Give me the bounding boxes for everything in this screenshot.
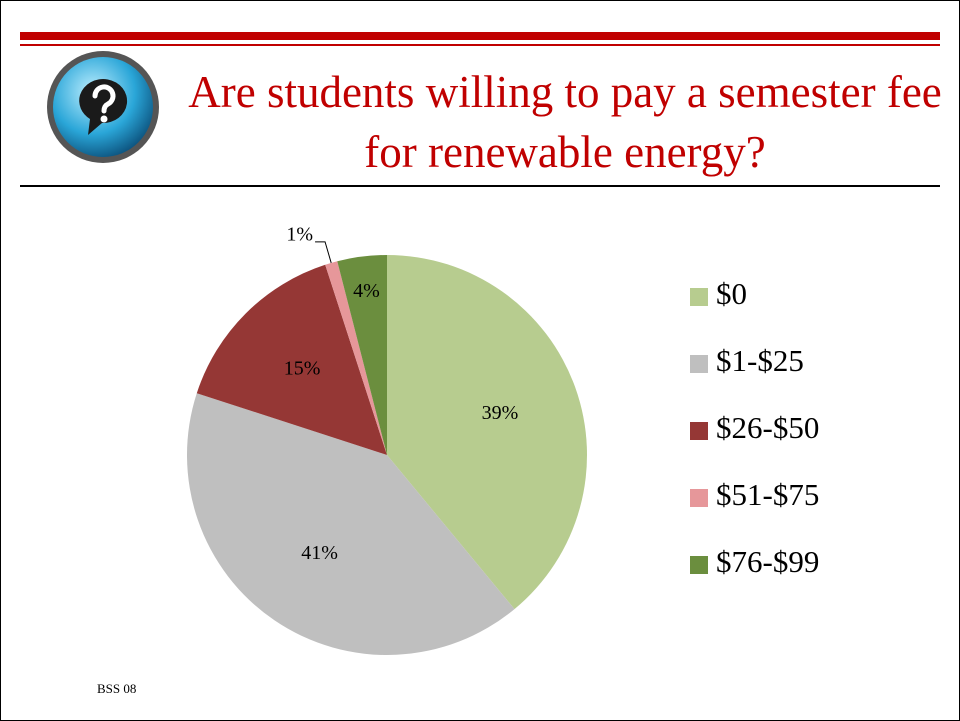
legend-label: $51-$75	[716, 477, 819, 512]
leader-line	[315, 241, 332, 264]
chart-title: Are students willing to pay a semester f…	[188, 67, 942, 177]
data-label: 39%	[482, 402, 519, 424]
data-label: 4%	[353, 280, 380, 302]
data-label: 1%	[286, 223, 313, 245]
legend-label: $0	[716, 276, 747, 311]
data-label: 41%	[301, 542, 338, 564]
question-icon	[47, 51, 159, 163]
pie-slice	[387, 255, 587, 610]
data-label: 15%	[284, 358, 321, 380]
legend-label: $26-$50	[716, 410, 819, 445]
legend-swatch	[690, 288, 708, 306]
header-rule-thick	[20, 32, 940, 40]
pie-slice	[186, 393, 515, 655]
pie-slice	[196, 264, 387, 455]
legend-label: $1-$25	[716, 343, 804, 378]
legend-swatch	[690, 422, 708, 440]
header-rule-thin	[20, 44, 940, 46]
title-rule	[20, 185, 940, 187]
footer: BSS 08	[97, 681, 136, 696]
legend-swatch	[690, 556, 708, 574]
legend-swatch	[690, 355, 708, 373]
pie-slice	[337, 255, 387, 455]
legend-label: $76-$99	[716, 544, 819, 579]
pie-slice	[325, 261, 387, 455]
legend-swatch	[690, 489, 708, 507]
